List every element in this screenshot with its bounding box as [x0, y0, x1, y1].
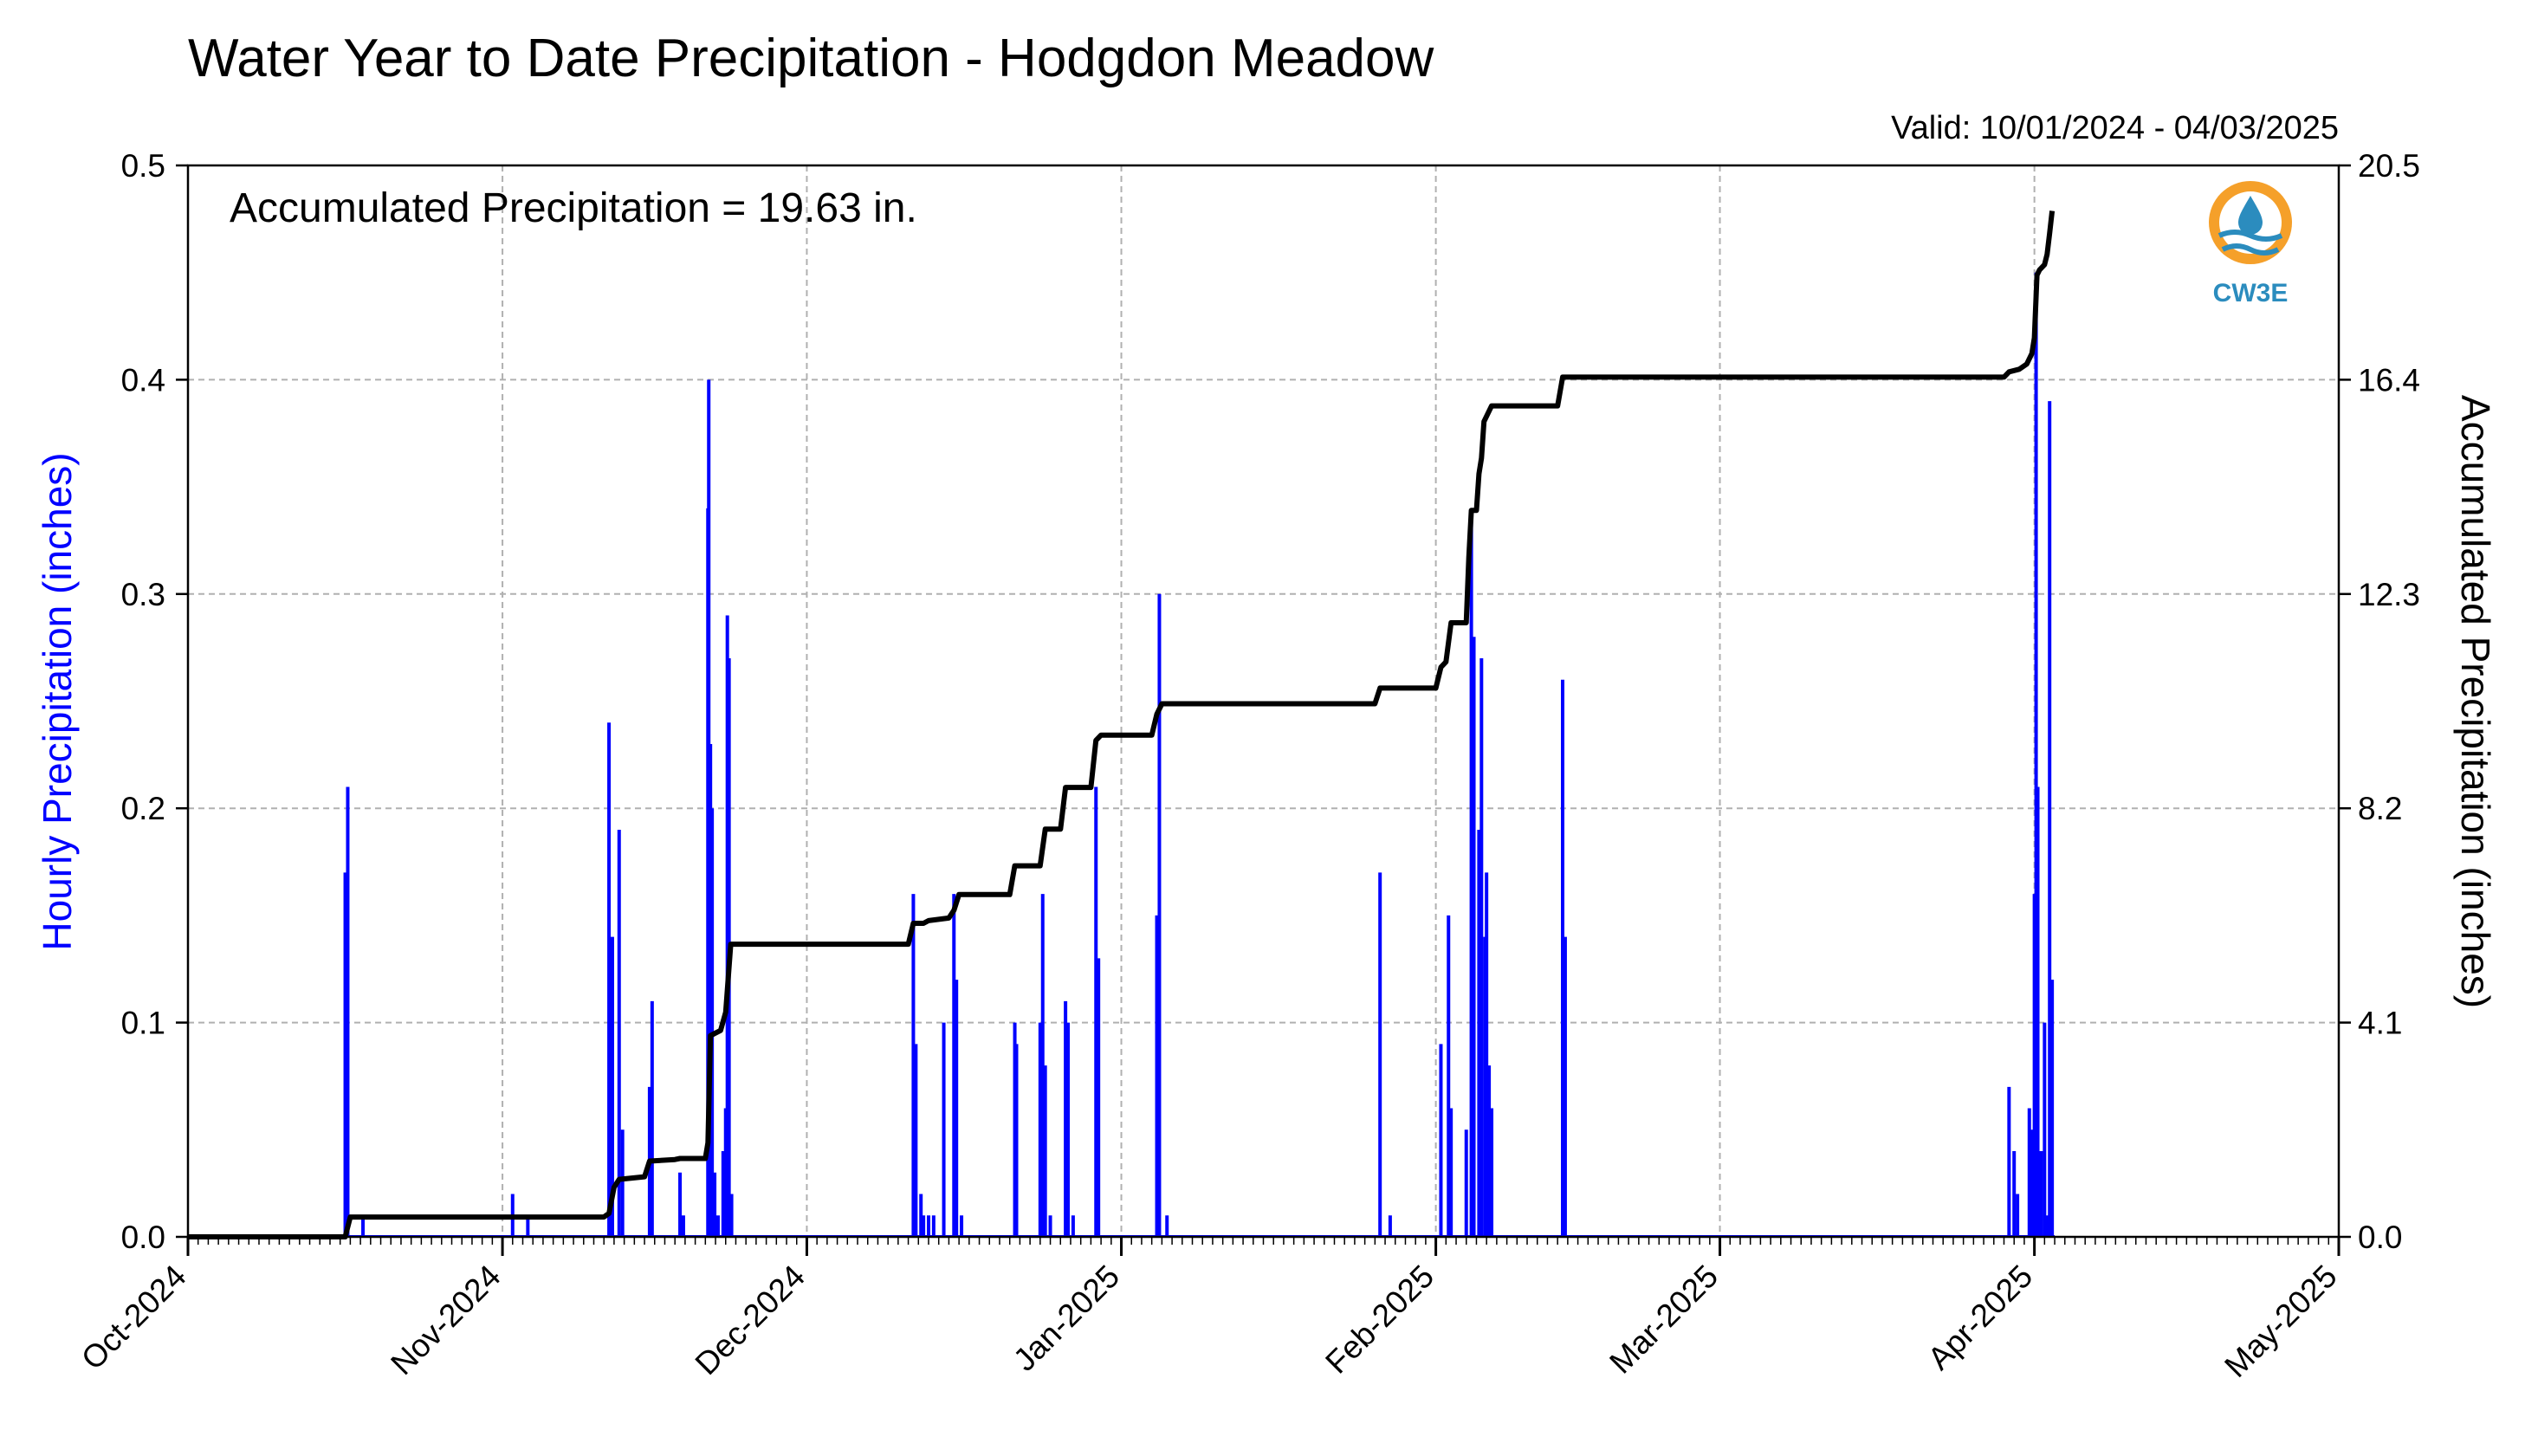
accumulated-line-path [188, 210, 2056, 1239]
y2-tick-label: 4.1 [2358, 1006, 2402, 1041]
water-drop-icon [2238, 196, 2263, 235]
y2-axis-label: Accumulated Precipitation (inches) [2453, 395, 2498, 1008]
grid-lines [188, 165, 2339, 1237]
y-tick-label: 0.4 [121, 362, 165, 398]
chart-title: Water Year to Date Precipitation - Hodgd… [188, 29, 1434, 88]
y2-tick-label: 0.0 [2358, 1220, 2402, 1255]
y-tick-label: 0.3 [121, 577, 165, 612]
logo-wave-1 [2217, 230, 2283, 242]
y2-tick-label: 8.2 [2358, 791, 2402, 826]
accumulated-precipitation-line [188, 210, 2056, 1239]
logo-text: CW3E [2213, 279, 2289, 307]
y-axis-label: Hourly Precipitation (inches) [35, 452, 80, 950]
y2-tick-label: 16.4 [2358, 362, 2420, 398]
accumulated-precipitation-annotation: Accumulated Precipitation = 19.63 in. [230, 185, 917, 231]
y2-tick-label: 12.3 [2358, 577, 2420, 612]
y-tick-label: 0.1 [121, 1006, 165, 1041]
y-tick-label: 0.0 [121, 1220, 165, 1255]
y-axis-right: 0.0 4.1 8.2 12.3 16.4 20.5 [2339, 148, 2420, 1255]
y-tick-label: 0.5 [121, 148, 165, 184]
y-tick-label: 0.2 [121, 791, 165, 826]
logo-wave-2 [2221, 243, 2280, 256]
cw3e-logo: CW3E [2209, 181, 2292, 307]
y2-tick-label: 20.5 [2358, 148, 2420, 184]
y-axis-left: 0.0 0.1 0.2 0.3 0.4 0.5 [121, 148, 188, 1255]
valid-date-range: Valid: 10/01/2024 - 04/03/2025 [1891, 110, 2339, 146]
